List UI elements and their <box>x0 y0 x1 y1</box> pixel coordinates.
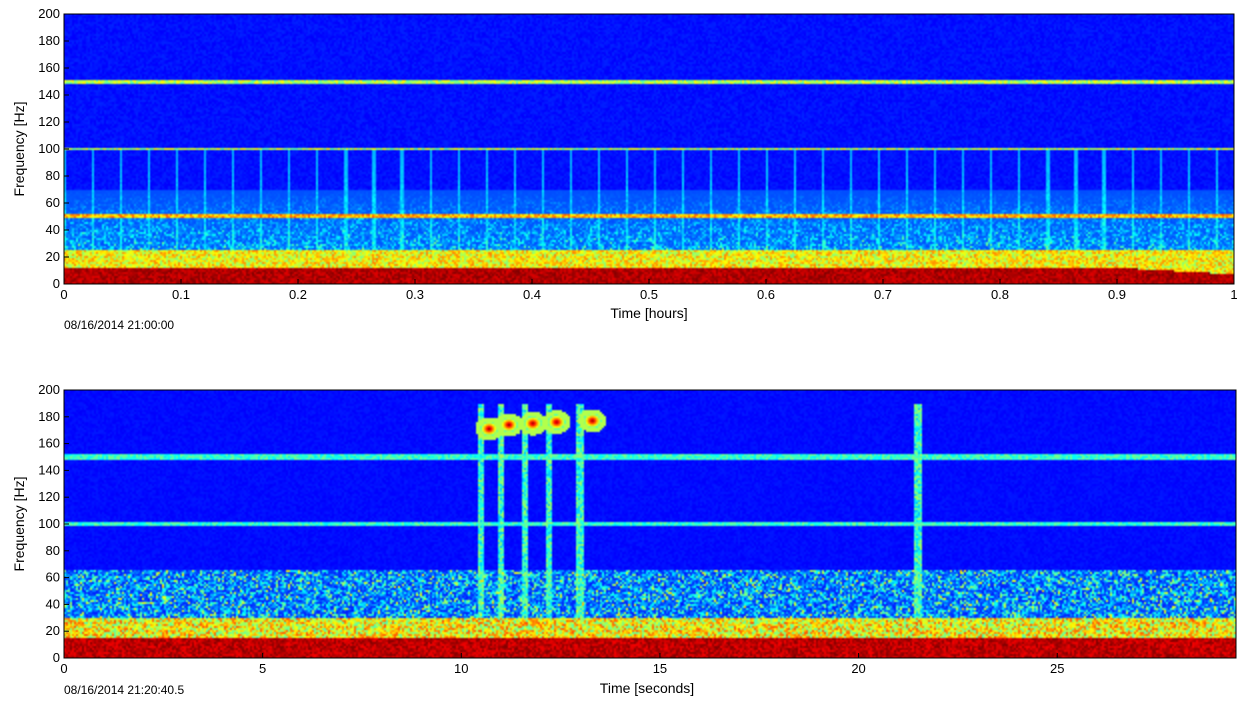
bottom-x-tick-label: 0 <box>60 661 67 676</box>
top-heatmap-raster <box>64 14 1234 284</box>
top-x-tick-label: 0.4 <box>523 287 541 302</box>
bottom-y-tick-label: 140 <box>38 462 60 477</box>
bottom-y-tick-label: 20 <box>46 623 60 638</box>
bottom-y-tick-label: 200 <box>38 382 60 397</box>
bottom-x-axis: 0 5 10 15 20 25 <box>60 653 1064 676</box>
top-y-axis: 0 20 40 60 80 100 120 140 160 180 200 <box>38 6 69 291</box>
top-x-axis: 0 0.1 0.2 0.3 0.4 0.5 0.6 0.7 0.8 0.9 1 <box>60 279 1238 302</box>
top-x-tick-label: 0.1 <box>172 287 190 302</box>
bottom-y-tick-label: 180 <box>38 409 60 424</box>
bottom-y-tick-label: 120 <box>38 489 60 504</box>
top-spectrogram-image <box>64 14 1234 284</box>
top-x-tick-label: 0 <box>60 287 67 302</box>
top-x-tick-label: 0.3 <box>406 287 424 302</box>
top-spectrogram-panel: 0 20 40 60 80 100 120 140 160 180 200 0 0.1 0.2 0.3 0.… <box>11 6 1238 332</box>
bottom-y-tick-label: 100 <box>38 516 60 531</box>
top-y-tick-label: 80 <box>46 168 60 183</box>
top-y-tick-label: 120 <box>38 114 60 129</box>
top-y-tick-label: 140 <box>38 87 60 102</box>
top-y-tick-label: 160 <box>38 60 60 75</box>
bottom-y-tick-label: 160 <box>38 436 60 451</box>
top-x-tick-label: 0.5 <box>640 287 658 302</box>
top-x-tick-label: 0.6 <box>757 287 775 302</box>
top-start-time-stamp: 08/16/2014 21:00:00 <box>64 318 174 332</box>
top-x-tick-label: 1 <box>1230 287 1237 302</box>
bottom-y-axis: 0 20 40 60 80 100 120 140 160 180 200 <box>38 382 69 665</box>
bottom-x-axis-label: Time [seconds] <box>600 680 694 696</box>
bottom-start-time-stamp: 08/16/2014 21:20:40.5 <box>64 683 184 697</box>
bottom-spectrogram-image <box>64 390 1236 658</box>
top-y-tick-label: 100 <box>38 141 60 156</box>
top-y-tick-label: 40 <box>46 222 60 237</box>
top-y-tick-label: 180 <box>38 33 60 48</box>
top-x-tick-label: 0.8 <box>991 287 1009 302</box>
bottom-heatmap-raster <box>64 390 1236 658</box>
top-y-tick-label: 20 <box>46 249 60 264</box>
top-y-tick-label: 200 <box>38 6 60 21</box>
bottom-y-tick-label: 60 <box>46 570 60 585</box>
bottom-y-axis-label: Frequency [Hz] <box>11 477 27 572</box>
top-y-tick-label: 0 <box>53 276 60 291</box>
bottom-x-tick-label: 15 <box>653 661 667 676</box>
top-x-tick-label: 0.9 <box>1108 287 1126 302</box>
bottom-x-tick-label: 25 <box>1050 661 1064 676</box>
top-y-axis-label: Frequency [Hz] <box>11 102 27 197</box>
top-y-tick-label: 60 <box>46 195 60 210</box>
bottom-y-tick-label: 0 <box>53 650 60 665</box>
top-x-tick-label: 0.2 <box>289 287 307 302</box>
bottom-y-tick-label: 80 <box>46 543 60 558</box>
bottom-y-tick-label: 40 <box>46 596 60 611</box>
bottom-x-tick-label: 10 <box>454 661 468 676</box>
bottom-x-tick-label: 20 <box>851 661 865 676</box>
top-x-axis-label: Time [hours] <box>610 305 687 321</box>
bottom-spectrogram-panel: 0 20 40 60 80 100 120 140 160 180 200 0 5 10 15 20 25 F… <box>11 382 1237 697</box>
top-x-tick-label: 0.7 <box>874 287 892 302</box>
bottom-x-tick-label: 5 <box>259 661 266 676</box>
